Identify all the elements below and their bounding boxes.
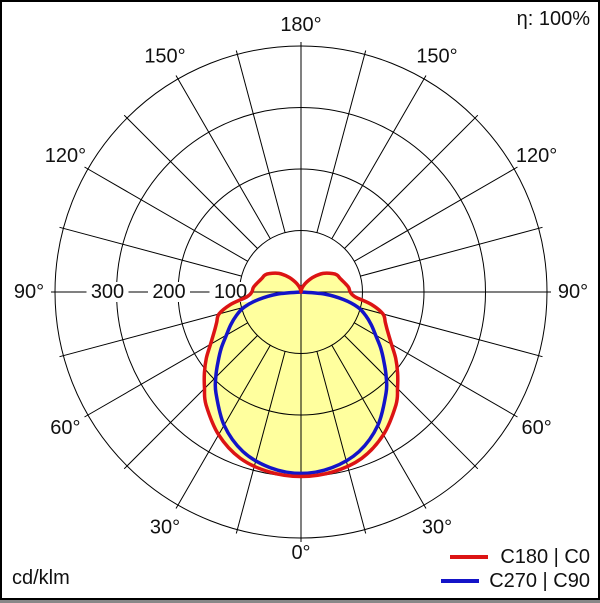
angle-label: 60° (521, 417, 551, 439)
radial-label-mask (86, 282, 129, 302)
legend: C180 | C0 C270 | C90 (441, 546, 590, 592)
grid-spoke (354, 166, 518, 262)
grid-spoke (235, 50, 286, 233)
radial-tick-label: 100 (214, 281, 247, 303)
grid-spoke (360, 226, 543, 277)
angle-label: 0° (291, 542, 310, 564)
grid-spoke (316, 50, 367, 233)
radial-tick-labels: 300 200 100 (86, 281, 252, 303)
grid-spoke (354, 322, 518, 418)
grid-spoke (344, 114, 479, 249)
angle-label: 120° (516, 145, 557, 167)
angle-label: 30° (150, 517, 180, 539)
angle-label: 90° (14, 281, 44, 303)
legend-label-c270-c90: C270 | C90 (489, 570, 590, 592)
grid-spoke (84, 166, 248, 262)
grid-spoke (59, 307, 242, 358)
angle-label: 30° (422, 517, 452, 539)
grid-spoke (316, 351, 367, 534)
radial-tick-label: 300 (91, 281, 124, 303)
grid-spoke (360, 307, 543, 358)
grid-spoke (344, 335, 479, 470)
legend-label-c180-c0: C180 | C0 (500, 546, 590, 568)
polar-grid (51, 42, 551, 542)
curve-c180-c0 (202, 271, 400, 479)
grid-spoke (123, 335, 258, 470)
efficiency-label: η: 100% (517, 8, 591, 30)
grid-spoke (235, 351, 286, 534)
radial-label-mask (209, 282, 252, 302)
angle-labels: 180° 150° 150° 120° 120° 90° 90° 60° 60° 30° 30° 0° (14, 14, 588, 564)
angle-label: 150° (416, 45, 457, 67)
angle-label: 180° (280, 14, 321, 36)
grid-spoke (123, 114, 258, 249)
radial-label-mask (148, 282, 190, 302)
grid-spoke (59, 226, 242, 277)
radial-tick-label: 200 (152, 281, 185, 303)
curve-c270-c90 (213, 290, 389, 476)
unit-label: cd/klm (12, 567, 70, 589)
angle-label: 120° (45, 145, 86, 167)
angle-label: 150° (144, 45, 185, 67)
angle-label: 60° (50, 417, 80, 439)
grid-spoke (175, 75, 271, 239)
angle-label: 90° (558, 281, 588, 303)
grid-spoke (331, 75, 427, 239)
grid-spoke (84, 322, 248, 418)
intensity-curves (202, 271, 400, 479)
